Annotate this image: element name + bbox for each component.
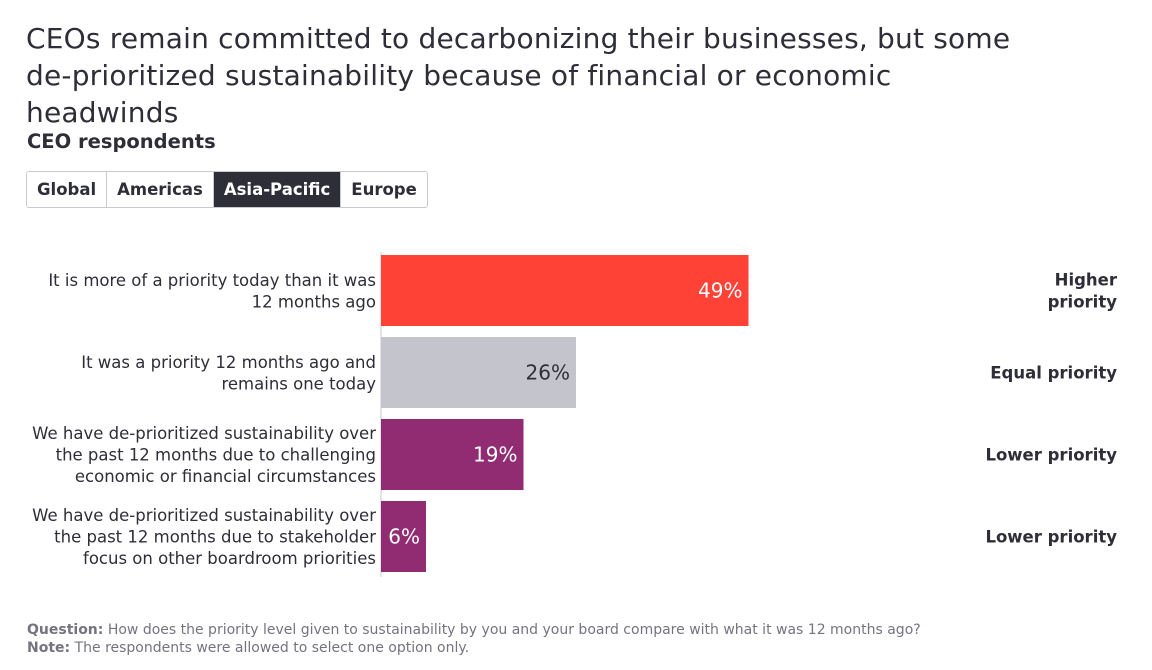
tab-global[interactable]: Global — [27, 172, 108, 207]
note-text: The respondents were allowed to select o… — [70, 640, 470, 656]
bar — [381, 501, 426, 572]
chart-title: CEOs remain committed to decarbonizing t… — [26, 22, 1011, 129]
category-label: It was a priority 12 months ago and remai… — [81, 353, 376, 394]
category-label-line: We have de-prioritized sustainability ov… — [32, 424, 376, 443]
priority-label: Equal priority — [990, 364, 1117, 383]
bar — [381, 419, 524, 490]
note-footnote: Note: The respondents were allowed to se… — [27, 640, 469, 656]
category-label-line: the past 12 months due to challenging — [56, 446, 376, 465]
category-label-line: focus on other boardroom priorities — [83, 549, 376, 568]
category-label-line: remains one today — [221, 374, 376, 393]
chart-subtitle: CEO respondents — [27, 130, 216, 153]
bar-value-label: 26% — [526, 361, 570, 385]
priority-label: Higher priority — [1048, 271, 1118, 312]
bar — [381, 337, 576, 408]
tab-asia-pacific[interactable]: Asia-Pacific — [213, 172, 342, 207]
bar-value-label: 19% — [473, 443, 517, 467]
category-label-line: the past 12 months due to stakeholder — [54, 528, 376, 547]
bar-value-label: 49% — [698, 279, 742, 303]
tab-americas[interactable]: Americas — [107, 172, 214, 207]
priority-label-line: priority — [1048, 293, 1118, 312]
question-text: How does the priority level given to sus… — [103, 622, 921, 638]
category-label: It is more of a priority today than it w… — [48, 271, 376, 312]
category-label-line: economic or financial circumstances — [75, 467, 376, 486]
question-footnote: Question: How does the priority level gi… — [27, 622, 921, 638]
priority-label: Lower priority — [985, 528, 1117, 547]
tab-europe[interactable]: Europe — [341, 172, 427, 207]
category-label-line: It is more of a priority today than it w… — [48, 271, 376, 290]
priority-label-line: Lower priority — [985, 446, 1117, 465]
category-label-line: We have de-prioritized sustainability ov… — [32, 506, 376, 525]
priority-label-line: Lower priority — [985, 528, 1117, 547]
priority-label-line: Higher — [1055, 271, 1118, 290]
note-label: Note: — [27, 640, 71, 656]
priority-label: Lower priority — [985, 446, 1117, 465]
bar — [381, 255, 749, 326]
bar-value-label: 6% — [388, 525, 420, 549]
category-label-line: It was a priority 12 months ago and — [81, 353, 376, 372]
question-label: Question: — [27, 622, 104, 638]
category-label: We have de-prioritized sustainability ov… — [32, 506, 376, 568]
category-label-line: 12 months ago — [252, 292, 376, 311]
region-tab-group: Global Americas Asia-Pacific Europe — [26, 171, 428, 208]
category-label: We have de-prioritized sustainability ov… — [32, 424, 376, 486]
priority-label-line: Equal priority — [990, 364, 1117, 383]
